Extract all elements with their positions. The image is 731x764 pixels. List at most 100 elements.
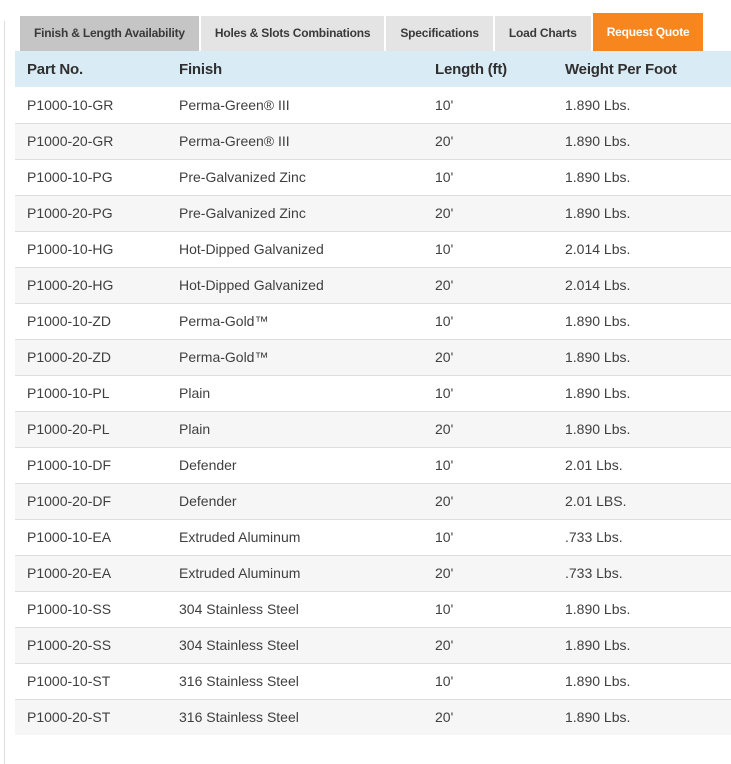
cell-weight: 1.890 Lbs. [553,158,731,195]
tab-holes-slots-combinations[interactable]: Holes & Slots Combinations [200,16,385,51]
cell-weight: 2.01 Lbs. [553,446,731,483]
cell-weight: 1.890 Lbs. [553,410,731,447]
cell-finish: Plain [167,374,423,411]
cell-weight: .733 Lbs. [553,554,731,591]
cell-part-no: P1000-20-SS [15,626,167,663]
cell-finish: Extruded Aluminum [167,518,423,555]
cell-finish: Extruded Aluminum [167,554,423,591]
cell-part-no: P1000-20-PL [15,410,167,447]
cell-finish: Perma-Green® III [167,122,423,159]
cell-finish: 316 Stainless Steel [167,662,423,699]
column-header-weight-per-foot: Weight Per Foot [553,51,731,87]
cell-finish: Plain [167,410,423,447]
table-row: P1000-10-HG Hot-Dipped Galvanized 10' 2.014… [15,230,731,267]
cell-finish: Defender [167,482,423,519]
cell-weight: 1.890 Lbs. [553,194,731,231]
cell-length: 10' [423,158,553,195]
cell-part-no: P1000-20-GR [15,122,167,159]
cell-finish: Perma-Green® III [179,96,290,113]
cell-part-no: P1000-20-PG [15,194,167,231]
cell-part-no: P1000-20-DF [15,482,167,519]
tab-specifications[interactable]: Specifications [386,16,493,51]
table-row: P1000-20-ST 316 Stainless Steel 20' 1.890 L… [15,698,731,735]
tab-finish-length-availability[interactable]: Finish & Length Availability [20,16,199,51]
cell-length: 10' [423,446,553,483]
cell-part-no: P1000-20-EA [15,554,167,591]
cell-length: 20' [423,194,553,231]
table-row: P1000-10-EA Extruded Aluminum 10' .733 Lbs. [15,518,731,555]
table-row: P1000-20-EA Extruded Aluminum 20' .733 Lbs. [15,554,731,591]
cell-finish: Perma-Gold™ [167,338,423,375]
table-row: P1000-20-PL Plain 20' 1.890 Lbs. [15,410,731,447]
cell-length: 20' [423,482,553,519]
cell-weight: 1.890 Lbs. [553,338,731,375]
cell-finish: Perma-Gold™ [167,302,423,339]
cell-length: 20' [423,410,553,447]
cell-length: 20' [423,266,553,303]
cell-part-no: P1000-20-HG [15,266,167,303]
cell-length: 20' [423,554,553,591]
cell-weight: 1.890 Lbs. [553,302,731,339]
cell-part-no: P1000-10-GR [27,96,114,113]
table-body: P1000-10-GR Perma-Green® III 10' 1.890 Lbs.… [15,87,731,735]
table-row: P1000-20-ZD Perma-Gold™ 20' 1.890 Lbs. [15,338,731,375]
cell-length: 20' [423,122,553,159]
cell-finish: Defender [167,446,423,483]
column-header-part-no: Part No. [15,51,167,87]
cell-length: 20' [423,626,553,663]
tab-bar: Finish & Length Availability Holes & Slo… [0,13,731,51]
table-row: P1000-10-PG Pre-Galvanized Zinc 10' 1.890 L… [15,158,731,195]
cell-part-no: P1000-10-EA [15,518,167,555]
cell-finish: Pre-Galvanized Zinc [167,194,423,231]
cell-length: 20' [423,698,553,735]
table-row: P1000-20-PG Pre-Galvanized Zinc 20' 1.890 L… [15,194,731,231]
table-row: P1000-10-DF Defender 10' 2.01 Lbs. [15,446,731,483]
cell-part-no: P1000-10-DF [15,446,167,483]
cell-length: 10' [423,518,553,555]
cell-finish: 304 Stainless Steel [167,590,423,627]
cell-weight: 1.890 Lbs. [553,122,731,159]
cell-part-no: P1000-10-ZD [15,302,167,339]
cell-weight: 1.890 Lbs. [553,590,731,627]
cell-finish: 316 Stainless Steel [167,698,423,735]
cell-length: 20' [423,338,553,375]
cell-weight: 2.014 Lbs. [553,266,731,303]
availability-table: Part No. Finish Length (ft) Weight Per F… [15,51,731,735]
cell-finish: 304 Stainless Steel [167,626,423,663]
cell-length: 10' [435,96,454,113]
cell-length: 10' [423,374,553,411]
tab-load-charts[interactable]: Load Charts [494,16,591,51]
cell-part-no: P1000-20-ZD [15,338,167,375]
cell-part-no: P1000-20-ST [15,698,167,735]
cell-part-no: P1000-10-PL [15,374,167,411]
table-row: P1000-10-GR Perma-Green® III 10' 1.890 Lbs. [15,87,731,123]
table-row: P1000-10-PL Plain 10' 1.890 Lbs. [15,374,731,411]
table-header-row: Part No. Finish Length (ft) Weight Per F… [15,51,731,87]
table-row: P1000-20-GR Perma-Green® III 20' 1.890 Lbs. [15,122,731,159]
table-row: P1000-10-ST 316 Stainless Steel 10' 1.890 L… [15,662,731,699]
cell-weight: 1.890 Lbs. [553,626,731,663]
cell-weight: .733 Lbs. [553,518,731,555]
table-row: P1000-20-DF Defender 20' 2.01 LBS. [15,482,731,519]
cell-weight: 1.890 Lbs. [553,662,731,699]
table-row: P1000-20-HG Hot-Dipped Galvanized 20' 2.014… [15,266,731,303]
cell-weight: 1.890 Lbs. [565,96,631,113]
table-row: P1000-20-SS 304 Stainless Steel 20' 1.890 L… [15,626,731,663]
cell-length: 10' [423,302,553,339]
cell-weight: 2.014 Lbs. [553,230,731,267]
table-row: P1000-10-SS 304 Stainless Steel 10' 1.890 L… [15,590,731,627]
cell-length: 10' [423,662,553,699]
cell-length: 10' [423,590,553,627]
column-header-finish: Finish [167,51,423,87]
table-row: P1000-10-ZD Perma-Gold™ 10' 1.890 Lbs. [15,302,731,339]
tab-request-quote[interactable]: Request Quote [592,13,704,51]
cell-weight: 1.890 Lbs. [553,374,731,411]
cell-finish: Hot-Dipped Galvanized [167,230,423,267]
page-left-border [4,21,5,764]
cell-length: 10' [423,230,553,267]
table-header: Part No. Finish Length (ft) Weight Per F… [15,51,731,87]
cell-finish: Hot-Dipped Galvanized [167,266,423,303]
cell-weight: 1.890 Lbs. [553,698,731,735]
column-header-length: Length (ft) [423,51,553,87]
cell-part-no: P1000-10-SS [15,590,167,627]
